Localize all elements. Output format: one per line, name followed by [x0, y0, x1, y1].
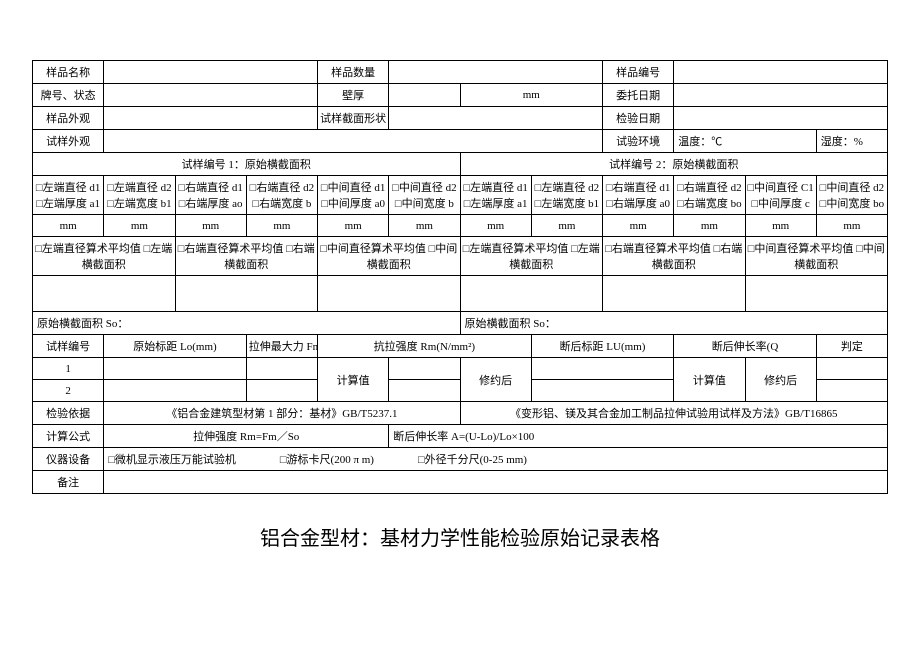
dim-cell: □中间直径 d2 □中间宽度 b	[389, 176, 460, 215]
dim-cell: □右端直径 d2 □右端宽度 b	[246, 176, 317, 215]
row-2-force	[246, 380, 317, 402]
unit-cell: mm	[389, 215, 460, 237]
sample-no-label: 样品编号	[603, 61, 674, 84]
row-2-gauge	[104, 380, 247, 402]
avg-cell: □右端直径算术平均值 □右端横截面积	[175, 237, 318, 276]
dim-cell: □右端直径 d1 □右端厚度 ao	[175, 176, 246, 215]
dim-cell: □右端直径 d2 □右端宽度 bo	[674, 176, 745, 215]
test-env-label: 试验环境	[603, 130, 674, 153]
basis-label: 检验依据	[33, 402, 104, 425]
avg-value	[745, 276, 888, 312]
spec2-header: 试样编号 2：原始横截面积	[460, 153, 888, 176]
wall-thickness-label: 壁厚	[318, 84, 389, 107]
row-1-judge	[816, 358, 887, 380]
row-2-no: 2	[33, 380, 104, 402]
unit-cell: mm	[745, 215, 816, 237]
tensile-strength-header: 抗拉强度 Rm(N/mm²)	[318, 335, 532, 358]
avg-value	[318, 276, 461, 312]
sample-appearance-label: 样品外观	[33, 107, 104, 130]
max-force-header: 拉伸最大力 Fm(KN)	[246, 335, 317, 358]
specimen-appearance-value	[104, 130, 603, 153]
dim-cell: □中间直径 d1 □中间厚度 a0	[318, 176, 389, 215]
dim-cell: □左端直径 d2 □左端宽度 b1	[104, 176, 175, 215]
sample-name-value	[104, 61, 318, 84]
unit-cell: mm	[318, 215, 389, 237]
avg-value	[603, 276, 746, 312]
sample-qty-value	[389, 61, 603, 84]
entrust-date-value	[674, 84, 888, 107]
row-1-rm-calc	[389, 358, 460, 380]
row-2-after-gauge	[531, 380, 674, 402]
avg-cell: □中间直径算术平均值 □中间横截面积	[318, 237, 461, 276]
brand-state-label: 牌号、状态	[33, 84, 104, 107]
unit-cell: mm	[33, 215, 104, 237]
unit-cell: mm	[531, 215, 602, 237]
wall-thickness-unit: mm	[460, 84, 603, 107]
remark-value	[104, 471, 888, 494]
sample-appearance-value	[104, 107, 318, 130]
spec-no-header: 试样编号	[33, 335, 104, 358]
dim-cell: □左端直径 d2 □左端宽度 b1	[531, 176, 602, 215]
inspect-date-value	[674, 107, 888, 130]
calc-val-label-2: 计算值	[674, 358, 745, 402]
unit-cell: mm	[175, 215, 246, 237]
after-gauge-header: 断后标距 LU(mm)	[531, 335, 674, 358]
basis-val-1: 《铝合金建筑型材第 1 部分：基材》GB/T5237.1	[104, 402, 460, 425]
row-1-after-gauge	[531, 358, 674, 380]
row-1-gauge	[104, 358, 247, 380]
page-title: 铝合金型材：基材力学性能检验原始记录表格	[32, 494, 888, 551]
avg-value	[175, 276, 318, 312]
dim-cell: □右端直径 d1 □右端厚度 a0	[603, 176, 674, 215]
avg-cell: □左端直径算术平均值 □左端横截面积	[33, 237, 176, 276]
avg-cell: □左端直径算术平均值 □左端横截面积	[460, 237, 603, 276]
row-1-no: 1	[33, 358, 104, 380]
remark-label: 备注	[33, 471, 104, 494]
sample-name-label: 样品名称	[33, 61, 104, 84]
wall-thickness-value	[389, 84, 460, 107]
after-round-label-1: 修约后	[460, 358, 531, 402]
row-2-judge	[816, 380, 887, 402]
humidity-label: 湿度：%	[816, 130, 887, 153]
after-round-label-2: 修约后	[745, 358, 816, 402]
specimen-appearance-label: 试样外观	[33, 130, 104, 153]
orig-gauge-header: 原始标距 Lo(mm)	[104, 335, 247, 358]
row-1-force	[246, 358, 317, 380]
equip-value: □微机显示液压万能试验机 □游标卡尺(200 π m) □外径千分尺(0-25 …	[104, 448, 888, 471]
elongation-header: 断后伸长率(Q	[674, 335, 817, 358]
sample-no-value	[674, 61, 888, 84]
unit-cell: mm	[816, 215, 887, 237]
inspect-date-label: 检验日期	[603, 107, 674, 130]
unit-cell: mm	[603, 215, 674, 237]
avg-cell: □中间直径算术平均值 □中间横截面积	[745, 237, 888, 276]
equip-label: 仪器设备	[33, 448, 104, 471]
entrust-date-label: 委托日期	[603, 84, 674, 107]
judge-header: 判定	[816, 335, 887, 358]
unit-cell: mm	[460, 215, 531, 237]
formula-2: 断后伸长率 A=(U-Lo)/Lo×100	[389, 425, 888, 448]
dim-cell: □中间直径 d2 □中间宽度 bo	[816, 176, 887, 215]
formula-label: 计算公式	[33, 425, 104, 448]
sample-qty-label: 样品数量	[318, 61, 389, 84]
temp-label: 温度：℃	[674, 130, 817, 153]
formula-1: 拉伸强度 Rm=Fm／So	[104, 425, 389, 448]
avg-value	[460, 276, 603, 312]
dim-cell: □左端直径 d1 □左端厚度 a1	[33, 176, 104, 215]
inspection-record-table: 样品名称 样品数量 样品编号 牌号、状态 壁厚 mm 委托日期 样品外观 试样截…	[32, 60, 888, 494]
avg-cell: □右端直径算术平均值 □右端横截面积	[603, 237, 746, 276]
section-shape-label: 试样截面形状	[318, 107, 389, 130]
orig-area-2: 原始横截面积 So：	[460, 312, 888, 335]
unit-cell: mm	[246, 215, 317, 237]
section-shape-value	[389, 107, 603, 130]
avg-value	[33, 276, 176, 312]
dim-cell: □左端直径 d1 □左端厚度 a1	[460, 176, 531, 215]
row-2-rm-calc	[389, 380, 460, 402]
unit-cell: mm	[674, 215, 745, 237]
orig-area-1: 原始横截面积 So：	[33, 312, 461, 335]
basis-val-2: 《变形铝、镁及其合金加工制品拉伸试验用试样及方法》GB/T16865	[460, 402, 888, 425]
unit-cell: mm	[104, 215, 175, 237]
dim-cell: □中间直径 C1 □中间厚度 c	[745, 176, 816, 215]
calc-val-label-1: 计算值	[318, 358, 389, 402]
brand-state-value	[104, 84, 318, 107]
spec1-header: 试样编号 1：原始横截面积	[33, 153, 461, 176]
